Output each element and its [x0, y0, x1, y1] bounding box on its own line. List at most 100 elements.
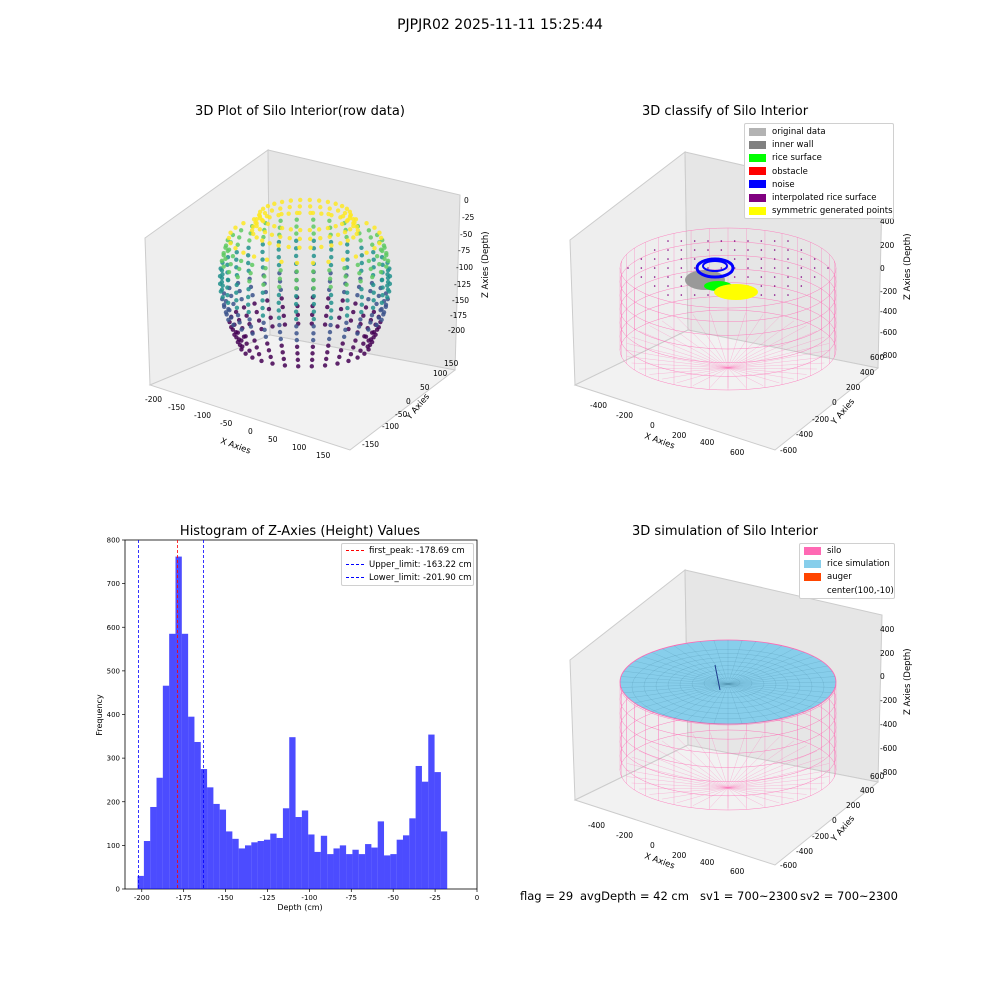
plot4-ztick: 0: [880, 672, 885, 681]
raw-data-point: [252, 301, 257, 306]
raw-data-point: [355, 293, 360, 298]
raw-data-point: [362, 351, 367, 356]
raw-data-point: [250, 293, 255, 298]
rice-mesh-spoke: [673, 645, 729, 685]
plot2-legend: original data inner wall rice surface obsta…: [744, 123, 894, 219]
interpolated-rice-point: [693, 249, 696, 251]
raw-data-point: [335, 324, 340, 329]
raw-data-point: [249, 262, 255, 268]
raw-data-point: [246, 302, 251, 307]
raw-data-point: [280, 304, 285, 310]
silo-floor-spoke: [626, 343, 729, 369]
plot2-xtick: -200: [616, 411, 633, 420]
raw-data-point: [294, 285, 299, 291]
raw-data-point: [377, 230, 382, 235]
plot2-xtick: 0: [650, 421, 655, 430]
raw-data-point: [319, 211, 324, 216]
plot2-ytick: -200: [812, 415, 829, 424]
histogram-bar: [377, 821, 385, 889]
raw-data-point: [225, 293, 230, 298]
raw-data-point: [294, 331, 299, 336]
raw-data-point: [270, 324, 275, 329]
histogram-bars: [137, 556, 448, 889]
silo-floor-spoke: [727, 349, 831, 369]
plot1-zlabel: Z Axies (Depth): [481, 231, 491, 298]
raw-data-point: [260, 249, 265, 255]
raw-data-point: [233, 309, 239, 315]
plot4-ytick: 400: [860, 786, 875, 795]
interpolated-rice-point: [693, 258, 696, 260]
rice-mesh-spoke: [686, 683, 729, 721]
plot4-ztick: 200: [880, 649, 895, 658]
interpolated-rice-point: [680, 249, 683, 251]
interpolated-rice-point: [653, 258, 656, 260]
plot2-ytick: -400: [796, 430, 813, 439]
raw-data-point: [353, 301, 358, 306]
histogram-bar: [156, 777, 163, 889]
raw-data-point: [298, 197, 303, 203]
interpolated-rice-point: [787, 276, 789, 278]
rice-mesh-spoke: [628, 683, 729, 699]
raw-data-point: [344, 282, 349, 287]
histogram-bar: [238, 848, 245, 889]
raw-data-point: [261, 320, 266, 325]
plot4-ztick: 400: [880, 625, 895, 634]
histogram-xtick: -100: [301, 894, 317, 902]
histogram-reference-lines: [138, 540, 204, 889]
raw-data-point: [379, 300, 385, 305]
plot1-box: [144, 149, 461, 451]
raw-data-point: [359, 309, 364, 315]
raw-data-point: [310, 344, 316, 350]
raw-data-point: [277, 276, 283, 281]
raw-data-point: [277, 329, 283, 335]
plot2-legend-swatch: [749, 206, 766, 215]
plot2-ytick: 600: [870, 353, 885, 362]
plot2-legend-entry: symmetric generated points: [749, 205, 893, 218]
raw-data-point: [259, 358, 264, 364]
histogram-ytick: 300: [107, 755, 120, 763]
raw-data-point: [281, 313, 286, 319]
raw-data-point: [272, 201, 277, 206]
plot4-legend: silo rice simulation auger center(100,-10): [799, 543, 895, 599]
raw-data-point: [318, 235, 323, 241]
silo-floor-spoke: [727, 367, 794, 380]
raw-data-point: [378, 308, 383, 313]
rice-mesh-spoke: [628, 665, 729, 685]
histogram-legend-swatch: [346, 563, 364, 565]
silo-floor-spoke: [662, 787, 729, 800]
silo-floor-spoke: [727, 330, 817, 369]
interpolated-rice-point: [653, 267, 656, 269]
histogram-bar: [188, 716, 195, 889]
raw-data-point: [328, 322, 333, 328]
raw-data-point: [254, 345, 259, 350]
rice-mesh-spoke: [713, 640, 729, 685]
rice-mesh-spoke: [619, 681, 729, 685]
plot1-ztick: -100: [456, 263, 473, 272]
raw-data-point: [245, 253, 251, 258]
silo-floor-spoke: [727, 740, 795, 789]
raw-data-point: [263, 265, 268, 271]
raw-data-point: [223, 256, 228, 262]
histogram-ytick: 400: [107, 711, 120, 719]
raw-data-point: [311, 324, 316, 329]
raw-data-point: [370, 242, 375, 247]
interpolated-rice-point: [800, 285, 803, 287]
raw-data-point: [254, 235, 259, 240]
rice-mesh-spoke: [699, 683, 729, 723]
rice-mesh-spoke: [727, 683, 783, 719]
plot4-ztick: -600: [880, 744, 897, 753]
histogram-legend-label: Upper_limit: -163.22 cm: [369, 559, 472, 570]
rice-mesh-spoke: [727, 656, 814, 685]
raw-data-point: [257, 209, 263, 215]
raw-data-point: [278, 218, 283, 224]
raw-data-point: [249, 228, 255, 233]
raw-data-point: [356, 324, 362, 329]
raw-data-point: [311, 331, 316, 336]
plot4-xtick: 0: [650, 841, 655, 850]
raw-data-point: [264, 257, 270, 262]
raw-data-point: [371, 309, 377, 315]
raw-data-point: [294, 277, 299, 283]
interpolated-rice-point: [800, 249, 803, 251]
raw-data-point: [236, 337, 242, 342]
plot1-xtick: 150: [316, 451, 331, 460]
